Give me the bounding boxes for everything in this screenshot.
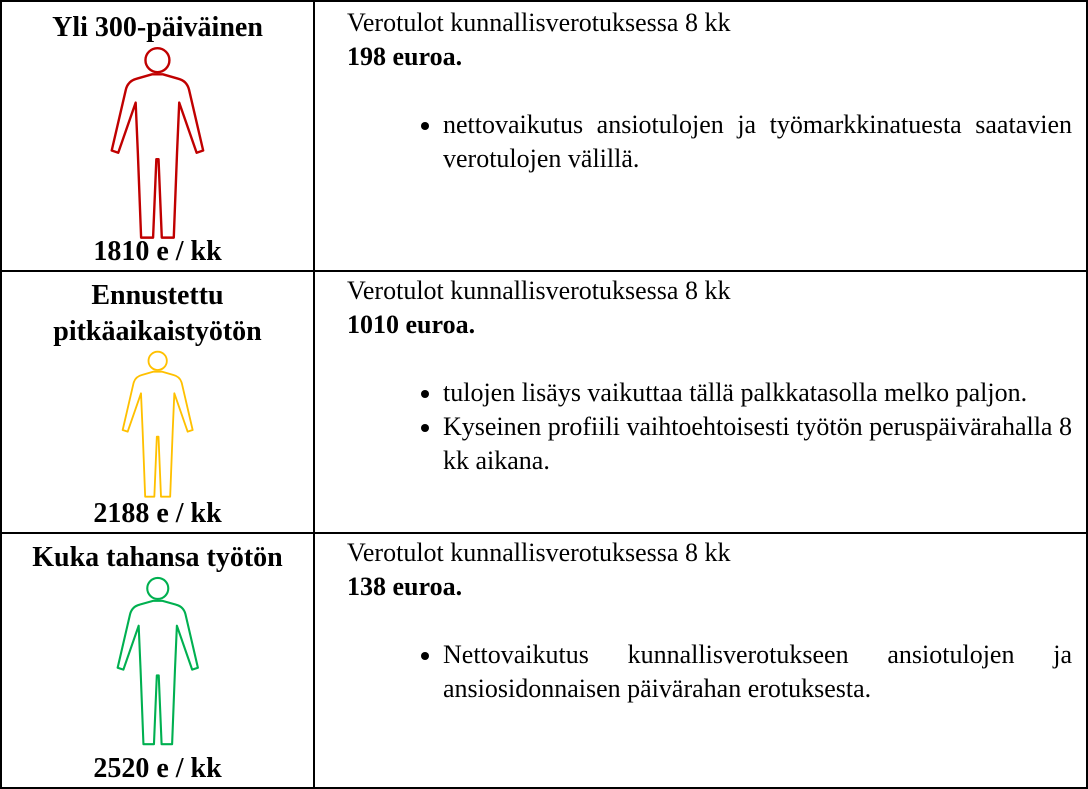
table-row: Ennustettu pitkäaikaistyötön 2188 e / kk V… bbox=[0, 270, 1088, 534]
tax-amount: 138 euroa. bbox=[347, 572, 463, 601]
person-icon bbox=[116, 576, 199, 746]
bullet-list: Nettovaikutus kunnallisverotukseen ansio… bbox=[347, 638, 1072, 706]
table-row: Kuka tahansa työtön 2520 e / kk Verotulot … bbox=[0, 532, 1088, 789]
person-icon bbox=[121, 350, 194, 498]
profile-cell: Ennustettu pitkäaikaistyötön 2188 e / kk bbox=[2, 270, 315, 532]
tax-line: Verotulot kunnallisverotuksessa 8 kk bbox=[347, 538, 731, 567]
bullet-list: nettovaikutus ansiotulojen ja työmarkkin… bbox=[347, 108, 1072, 176]
salary: 2188 e / kk bbox=[93, 498, 222, 529]
description-cell: Verotulot kunnallisverotuksessa 8 kk 1010… bbox=[315, 270, 1086, 532]
description-cell: Verotulot kunnallisverotuksessa 8 kk 138 … bbox=[315, 532, 1086, 787]
profile-cell: Yli 300-päiväinen 1810 e / kk bbox=[2, 2, 315, 270]
bullet-item: Nettovaikutus kunnallisverotukseen ansio… bbox=[443, 638, 1072, 706]
bullet-item: nettovaikutus ansiotulojen ja työmarkkin… bbox=[443, 108, 1072, 176]
profile-cell: Kuka tahansa työtön 2520 e / kk bbox=[2, 532, 315, 787]
bullet-list: tulojen lisäys vaikuttaa tällä palkkatas… bbox=[347, 376, 1072, 478]
tax-amount: 1010 euroa. bbox=[347, 310, 476, 339]
bullet-item: Kyseinen profiili vaihtoehtoisesti työtö… bbox=[443, 410, 1072, 478]
salary: 1810 e / kk bbox=[93, 236, 222, 267]
bullet-item: tulojen lisäys vaikuttaa tällä palkkatas… bbox=[443, 376, 1072, 410]
profile-title: Ennustettu pitkäaikaistyötön bbox=[53, 280, 262, 347]
tax-amount: 198 euroa. bbox=[347, 42, 463, 71]
tax-line: Verotulot kunnallisverotuksessa 8 kk bbox=[347, 276, 731, 305]
table-row: Yli 300-päiväinen 1810 e / kk Verotulot ku… bbox=[0, 0, 1088, 272]
salary: 2520 e / kk bbox=[93, 753, 222, 784]
description-cell: Verotulot kunnallisverotuksessa 8 kk 198 … bbox=[315, 2, 1086, 270]
person-icon bbox=[110, 46, 205, 239]
profile-title: Yli 300-päiväinen bbox=[52, 12, 263, 43]
tax-line: Verotulot kunnallisverotuksessa 8 kk bbox=[347, 8, 731, 37]
profile-title: Kuka tahansa työtön bbox=[32, 542, 283, 573]
